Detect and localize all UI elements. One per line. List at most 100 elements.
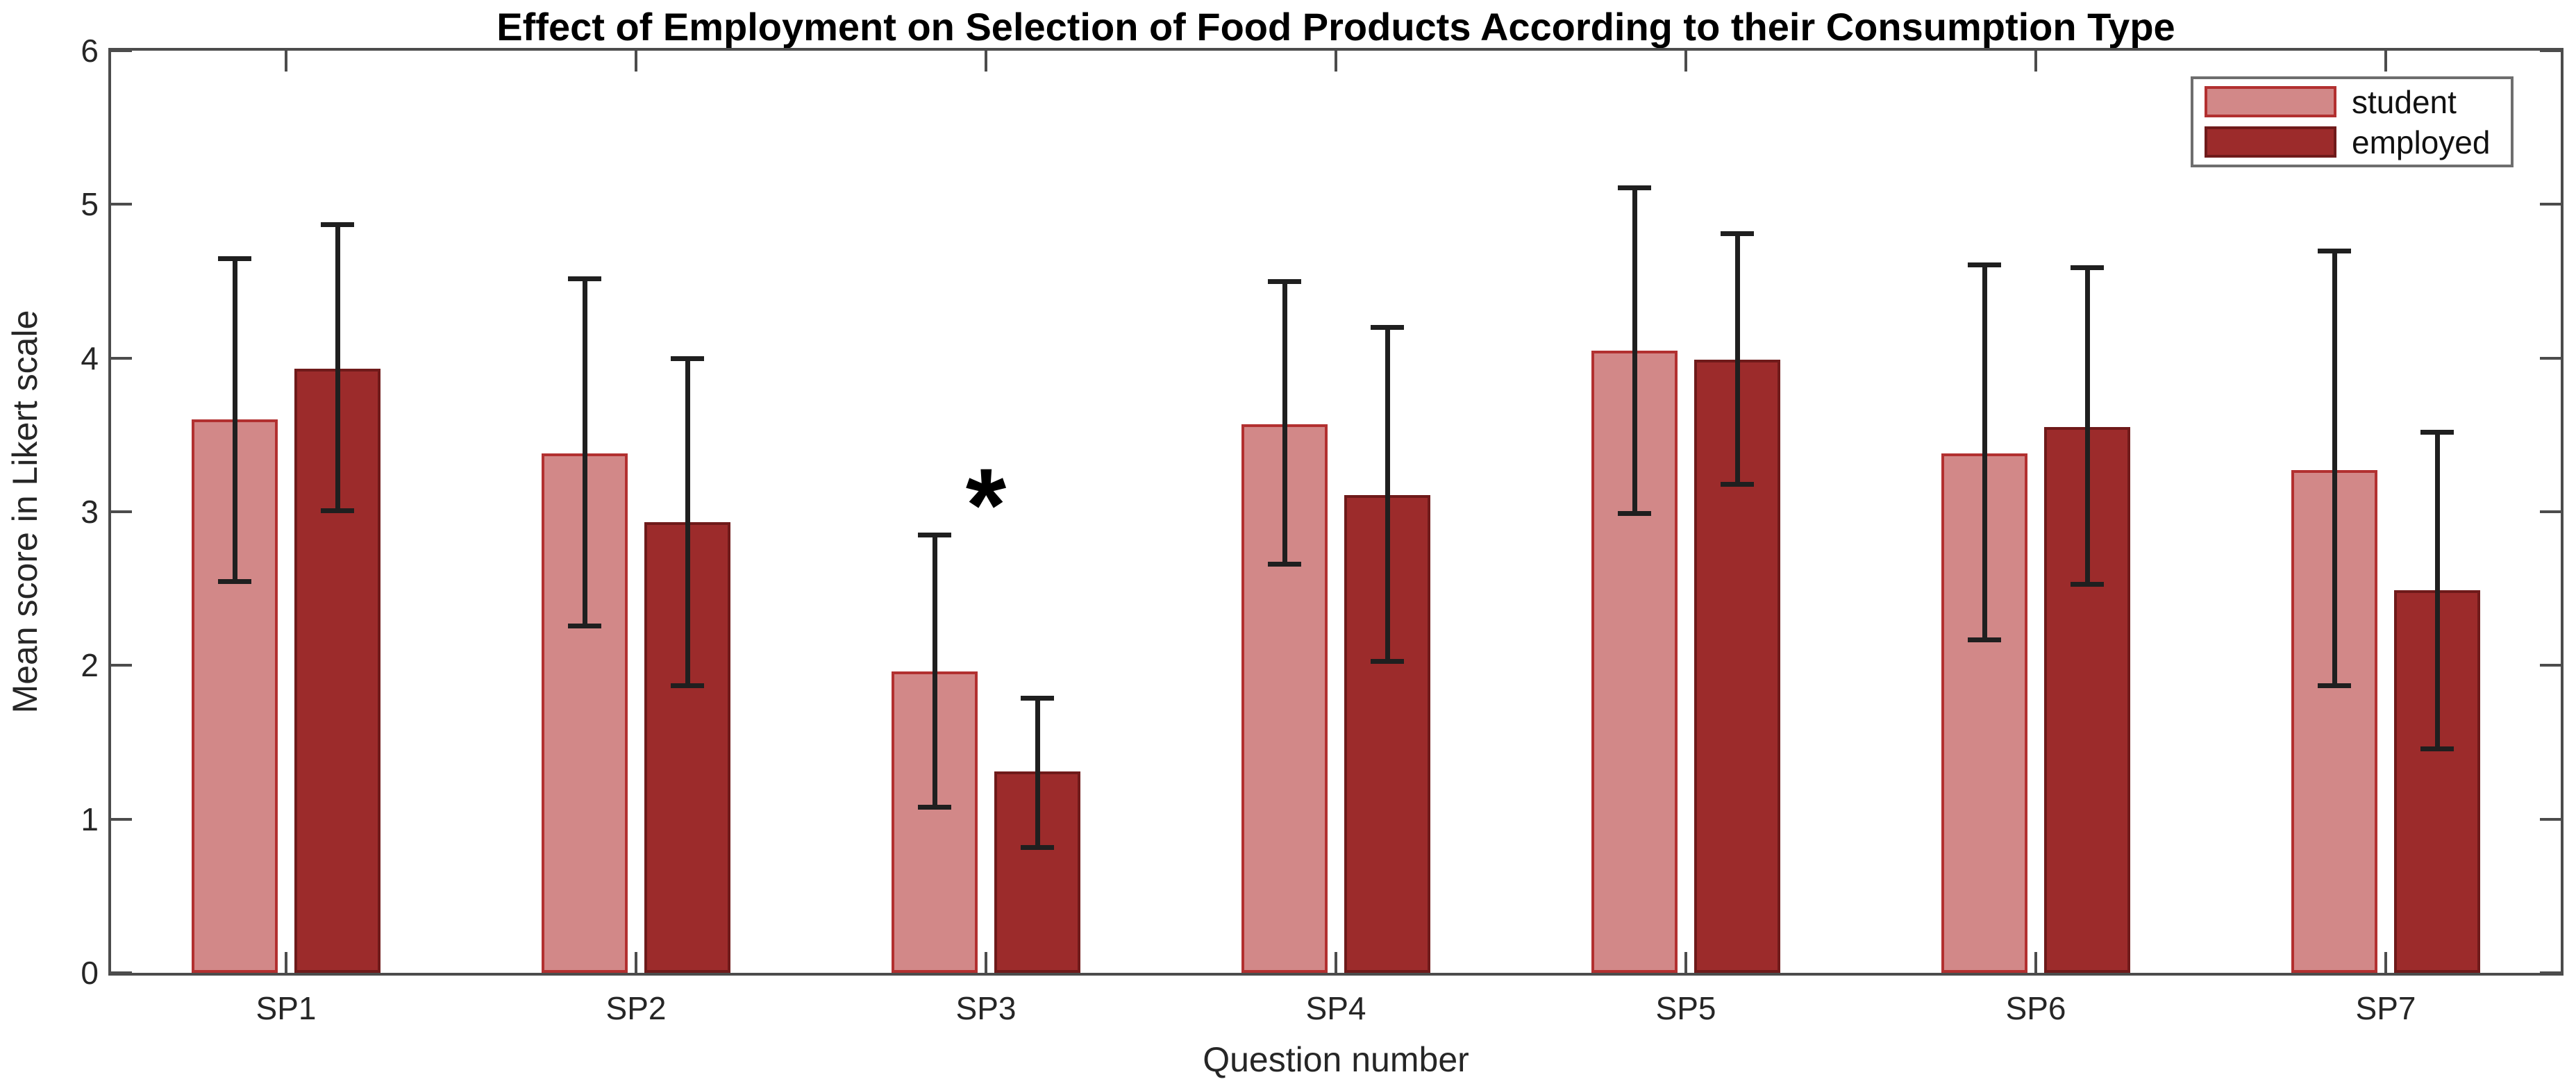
legend-label-student: student	[2352, 83, 2457, 120]
y-tick-label-4: 4	[81, 340, 99, 376]
error-cap-bottom-employed-SP2	[671, 683, 704, 689]
y-tick-right-1	[2540, 817, 2561, 821]
error-cap-bottom-employed-SP3	[1021, 844, 1054, 850]
x-tick-bottom-SP4	[1335, 952, 1337, 973]
error-cap-bottom-student-SP5	[1618, 511, 1651, 517]
error-cap-bottom-employed-SP5	[1721, 482, 1754, 487]
error-bar-student-SP1	[232, 258, 237, 581]
error-cap-bottom-employed-SP1	[321, 508, 354, 513]
x-tick-label-SP6: SP6	[2005, 990, 2066, 1026]
x-tick-top-SP5	[1684, 51, 1687, 72]
legend-label-employed: employed	[2352, 124, 2491, 160]
y-tick-right-5	[2540, 203, 2561, 206]
error-cap-bottom-student-SP3	[918, 804, 951, 810]
y-tick-right-6	[2540, 49, 2561, 52]
error-cap-top-student-SP7	[2318, 248, 2351, 253]
bar-student-SP4	[1241, 424, 1328, 973]
x-tick-label-SP3: SP3	[955, 990, 1017, 1026]
x-tick-label-SP4: SP4	[1305, 990, 1366, 1026]
bar-employed-SP6	[2044, 427, 2130, 973]
legend-row-student: student	[2205, 86, 2500, 118]
error-cap-bottom-employed-SP7	[2420, 746, 2454, 751]
error-cap-top-student-SP2	[568, 276, 601, 281]
legend-swatch-student	[2205, 86, 2336, 117]
error-cap-top-employed-SP1	[321, 222, 354, 228]
error-cap-top-student-SP3	[918, 533, 951, 538]
error-bar-student-SP7	[2332, 250, 2337, 686]
x-tick-bottom-SP7	[2384, 952, 2387, 973]
legend: student employed	[2191, 76, 2514, 167]
x-tick-label-SP5: SP5	[1655, 990, 1716, 1026]
error-bar-employed-SP2	[685, 358, 690, 686]
error-bar-employed-SP1	[335, 224, 340, 510]
y-tick-left-2	[111, 664, 132, 667]
x-tick-top-SP3	[985, 51, 987, 72]
error-cap-bottom-student-SP7	[2318, 683, 2351, 689]
bar-student-SP5	[1591, 350, 1678, 973]
x-tick-bottom-SP3	[985, 952, 987, 973]
error-cap-top-employed-SP6	[2071, 265, 2104, 271]
error-cap-bottom-student-SP1	[218, 578, 251, 584]
y-tick-label-2: 2	[81, 647, 99, 684]
y-tick-left-6	[111, 49, 132, 52]
x-tick-label-SP7: SP7	[2355, 990, 2416, 1026]
x-tick-top-SP1	[285, 51, 287, 72]
error-cap-top-employed-SP7	[2420, 429, 2454, 435]
y-tick-label-6: 6	[81, 33, 99, 69]
y-tick-label-1: 1	[81, 801, 99, 837]
x-axis-label: Question number	[1203, 1040, 1469, 1079]
error-bar-employed-SP3	[1035, 697, 1040, 847]
significance-asterisk-SP3: *	[965, 446, 1007, 563]
error-bar-student-SP4	[1282, 281, 1287, 565]
y-tick-left-0	[111, 971, 132, 974]
y-tick-label-5: 5	[81, 186, 99, 223]
error-bar-student-SP5	[1632, 187, 1637, 514]
y-tick-right-3	[2540, 510, 2561, 513]
error-bar-employed-SP6	[2084, 267, 2090, 585]
error-cap-bottom-student-SP4	[1268, 562, 1301, 567]
error-cap-top-employed-SP3	[1021, 695, 1054, 701]
error-bar-student-SP3	[932, 535, 937, 807]
error-cap-top-student-SP6	[1968, 262, 2001, 267]
error-cap-top-student-SP1	[218, 256, 251, 261]
error-cap-bottom-student-SP6	[1968, 637, 2001, 642]
x-tick-top-SP6	[2034, 51, 2037, 72]
y-tick-label-0: 0	[81, 955, 99, 991]
error-cap-top-employed-SP5	[1721, 231, 1754, 237]
plot-area: * student employed	[108, 48, 2564, 976]
y-tick-left-1	[111, 817, 132, 821]
error-cap-top-student-SP4	[1268, 279, 1301, 284]
error-bar-employed-SP4	[1385, 327, 1390, 661]
error-bar-student-SP2	[582, 278, 587, 626]
y-tick-left-5	[111, 203, 132, 206]
x-tick-label-SP1: SP1	[256, 990, 317, 1026]
y-tick-left-3	[111, 510, 132, 513]
x-tick-label-SP2: SP2	[605, 990, 667, 1026]
x-tick-bottom-SP2	[635, 952, 637, 973]
x-tick-bottom-SP1	[285, 952, 287, 973]
x-tick-bottom-SP6	[2034, 952, 2037, 973]
x-tick-bottom-SP5	[1684, 952, 1687, 973]
chart-title: Effect of Employment on Selection of Foo…	[496, 5, 2175, 49]
x-tick-top-SP4	[1335, 51, 1337, 72]
y-tick-right-4	[2540, 356, 2561, 360]
y-tick-left-4	[111, 356, 132, 360]
error-cap-top-employed-SP2	[671, 356, 704, 361]
error-cap-bottom-student-SP2	[568, 623, 601, 628]
x-tick-top-SP7	[2384, 51, 2387, 72]
bar-employed-SP5	[1694, 359, 1780, 973]
error-cap-bottom-employed-SP6	[2071, 582, 2104, 587]
legend-row-employed: employed	[2205, 126, 2500, 158]
error-cap-bottom-employed-SP4	[1371, 658, 1404, 664]
error-cap-top-student-SP5	[1618, 185, 1651, 190]
y-tick-right-0	[2540, 971, 2561, 974]
y-tick-right-2	[2540, 664, 2561, 667]
y-tick-label-3: 3	[81, 494, 99, 530]
error-bar-employed-SP5	[1734, 233, 1740, 485]
x-tick-top-SP2	[635, 51, 637, 72]
error-cap-top-employed-SP4	[1371, 325, 1404, 331]
legend-swatch-employed	[2205, 126, 2336, 158]
error-bar-employed-SP7	[2434, 431, 2440, 749]
error-bar-student-SP6	[1982, 264, 1987, 640]
